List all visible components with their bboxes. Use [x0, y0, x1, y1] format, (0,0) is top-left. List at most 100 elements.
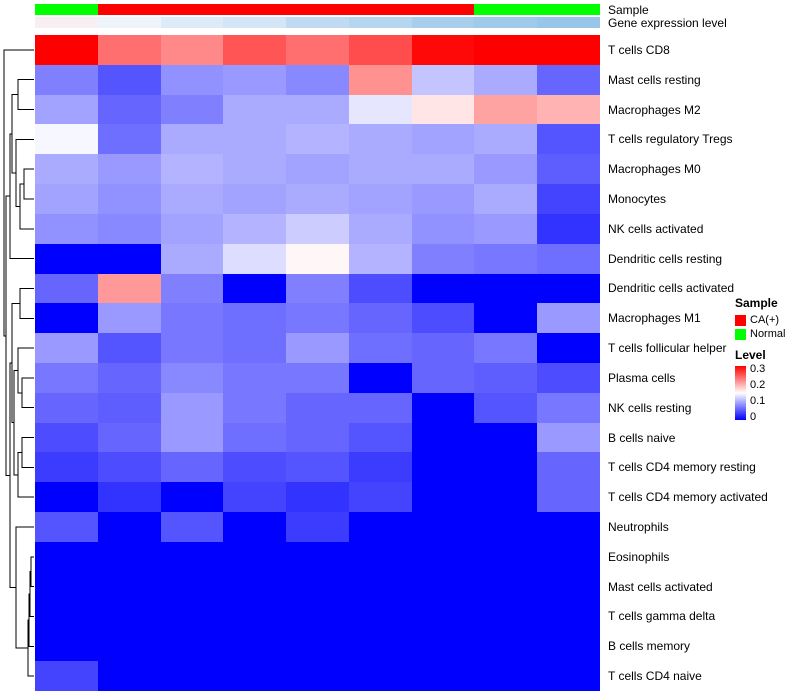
heatmap-cell [411, 422, 475, 453]
heatmap-cell [35, 631, 98, 662]
heatmap-cell [348, 303, 412, 334]
gene-expression-annotation-cell [97, 17, 161, 28]
heatmap-cell [474, 303, 538, 334]
heatmap-cell [348, 124, 412, 155]
heatmap-cell [537, 64, 600, 95]
dendrogram-branch [3, 49, 34, 337]
sample-annotation-cell [223, 4, 287, 15]
heatmap-cell [537, 541, 600, 572]
heatmap-cell [160, 333, 224, 363]
heatmap-cell [160, 273, 224, 304]
row-label: Dendritic cells activated [608, 281, 735, 296]
heatmap-cell [35, 124, 98, 155]
heatmap-cell [411, 35, 475, 65]
heatmap-cell [97, 243, 161, 274]
gene-expression-annotation-cell [286, 17, 349, 28]
heatmap-cell [97, 541, 161, 572]
heatmap-cell [348, 661, 412, 691]
heatmap-cell [223, 35, 287, 65]
heatmap-cell [97, 124, 161, 155]
gene-expression-annotation-label: Gene expression level [608, 16, 727, 30]
heatmap-cell [411, 661, 475, 691]
heatmap-cell [223, 94, 287, 125]
heatmap-cell [97, 35, 161, 65]
gene-expression-annotation-cell [474, 17, 538, 28]
heatmap-cell [223, 541, 287, 572]
heatmap-cell [97, 363, 161, 393]
heatmap-cell [348, 482, 412, 513]
heatmap-cell [160, 482, 224, 513]
heatmap-cell [97, 184, 161, 214]
heatmap-cell [35, 303, 98, 334]
heatmap-cell [411, 243, 475, 274]
dendrogram-branch [23, 168, 34, 200]
heatmap-cell [35, 482, 98, 513]
heatmap-cell [97, 571, 161, 602]
row-label: NK cells activated [608, 221, 704, 236]
heatmap-cell [286, 512, 349, 542]
level-legend: Level 0.3 0.2 0.1 0 [735, 348, 766, 423]
heatmap-cell [411, 273, 475, 304]
sample-annotation-cell [474, 4, 538, 15]
heatmap-cell [474, 35, 538, 65]
sample-legend-entry: CA(+) [735, 314, 785, 326]
gene-expression-annotation-cell [35, 17, 98, 28]
heatmap-cell [286, 243, 349, 274]
heatmap-cell [286, 273, 349, 304]
heatmap-cell [474, 363, 538, 393]
heatmap-cell [160, 452, 224, 483]
heatmap-cell [223, 482, 287, 513]
heatmap-cell [474, 333, 538, 363]
heatmap-cell [474, 482, 538, 513]
heatmap-cell [223, 661, 287, 691]
gene-expression-annotation-cell [348, 17, 412, 28]
heatmap-cell [348, 154, 412, 185]
dendrogram-branch [15, 138, 34, 207]
dendrogram-branch [15, 526, 34, 649]
heatmap-cell [160, 363, 224, 393]
sample-legend: Sample CA(+) Normal [735, 296, 785, 342]
heatmap-cell [160, 64, 224, 95]
sample-annotation-cell [411, 4, 475, 15]
heatmap-cell [474, 243, 538, 274]
level-tick-label: 0.2 [750, 379, 766, 391]
row-label: T cells CD4 memory resting [608, 460, 756, 475]
heatmap-cell [160, 213, 224, 244]
dendrogram-branch [21, 377, 34, 409]
heatmap-cell [223, 512, 287, 542]
heatmap-cell [348, 243, 412, 274]
heatmap-cell [474, 213, 538, 244]
heatmap-cell [223, 333, 287, 363]
heatmap-cell [160, 512, 224, 542]
heatmap-cell [348, 512, 412, 542]
heatmap-cell [160, 124, 224, 155]
heatmap-cell [537, 333, 600, 363]
heatmap-cell [286, 482, 349, 513]
level-tick-label: 0.1 [750, 395, 766, 407]
heatmap-cell [411, 64, 475, 95]
heatmap-cell [348, 64, 412, 95]
heatmap-cell [411, 541, 475, 572]
heatmap-cell [474, 452, 538, 483]
heatmap-cell [286, 571, 349, 602]
row-label: Neutrophils [608, 520, 669, 534]
heatmap-cell [411, 213, 475, 244]
row-dendrogram [3, 49, 34, 677]
sample-legend-title: Sample [735, 296, 778, 310]
heatmap-cell [537, 154, 600, 185]
heatmap-cell [35, 661, 98, 691]
heatmap-cell [286, 452, 349, 483]
heatmap-cell [474, 512, 538, 542]
heatmap-cell [223, 452, 287, 483]
heatmap-cell [97, 213, 161, 244]
heatmap-cell [97, 273, 161, 304]
heatmap-cell [286, 601, 349, 632]
heatmap-cell [537, 392, 600, 423]
heatmap-cell [35, 571, 98, 602]
heatmap-cell [411, 94, 475, 125]
heatmap-cell [474, 392, 538, 423]
dendrogram-branch [17, 347, 34, 394]
heatmap-cell [35, 243, 98, 274]
heatmap-cell [97, 631, 161, 662]
